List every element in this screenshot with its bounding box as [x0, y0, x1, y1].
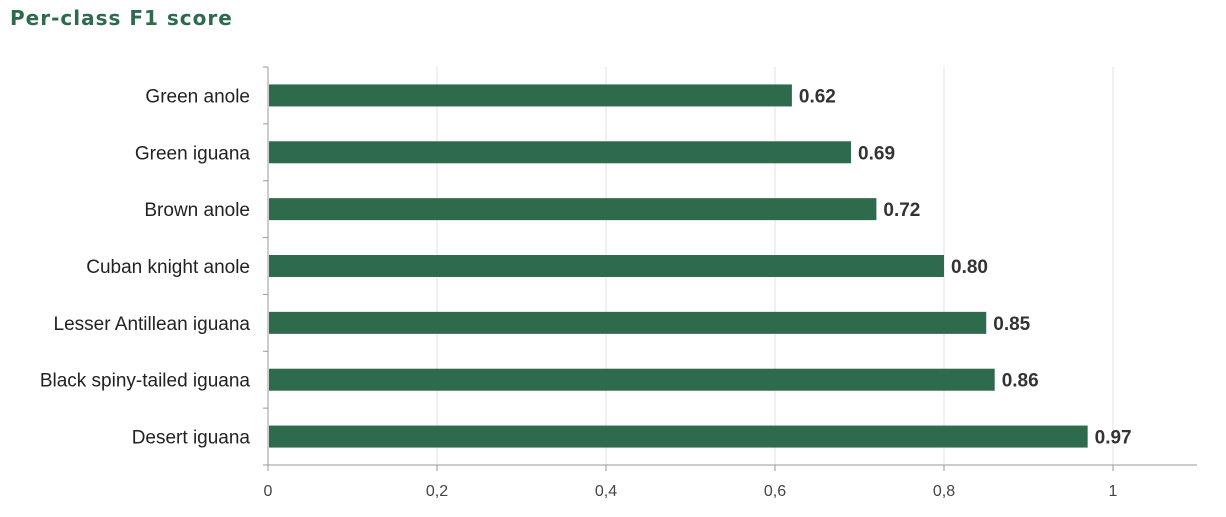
bar	[269, 255, 944, 277]
x-tick-label: 0,8	[933, 483, 955, 500]
chart-title: Per-class F1 score	[10, 6, 233, 30]
bar	[269, 425, 1088, 448]
value-label: 0.62	[799, 86, 836, 107]
category-label: Black spiny-tailed iguana	[40, 371, 251, 392]
bar	[269, 311, 987, 334]
category-label: Green anole	[145, 86, 250, 107]
axes: 0 0,2 0,4 0,6 0,8 1	[263, 66, 1197, 500]
bars	[269, 84, 1088, 448]
bar	[269, 368, 995, 391]
x-tick-label: 1	[1109, 483, 1118, 500]
bar	[269, 84, 792, 107]
x-tick-label: 0,6	[764, 483, 786, 500]
value-label: 0.86	[1002, 371, 1039, 392]
bar	[269, 198, 877, 221]
value-label: 0.85	[993, 314, 1030, 335]
bar	[269, 141, 852, 164]
value-label: 0.72	[883, 200, 920, 221]
category-label: Brown anole	[144, 200, 250, 221]
labels: Green anole 0.62 Green iguana 0.69 Brown ano…	[40, 86, 1132, 448]
category-label: Desert iguana	[132, 428, 251, 449]
category-label: Green iguana	[135, 143, 251, 164]
value-label: 0.80	[951, 257, 988, 278]
category-label: Cuban knight anole	[86, 257, 250, 278]
x-tick-label: 0,4	[595, 483, 617, 500]
x-tick-label: 0,2	[426, 483, 448, 500]
value-label: 0.97	[1095, 428, 1132, 449]
value-label: 0.69	[858, 143, 895, 164]
x-tick-label: 0	[264, 483, 273, 500]
category-label: Lesser Antillean iguana	[54, 314, 251, 335]
